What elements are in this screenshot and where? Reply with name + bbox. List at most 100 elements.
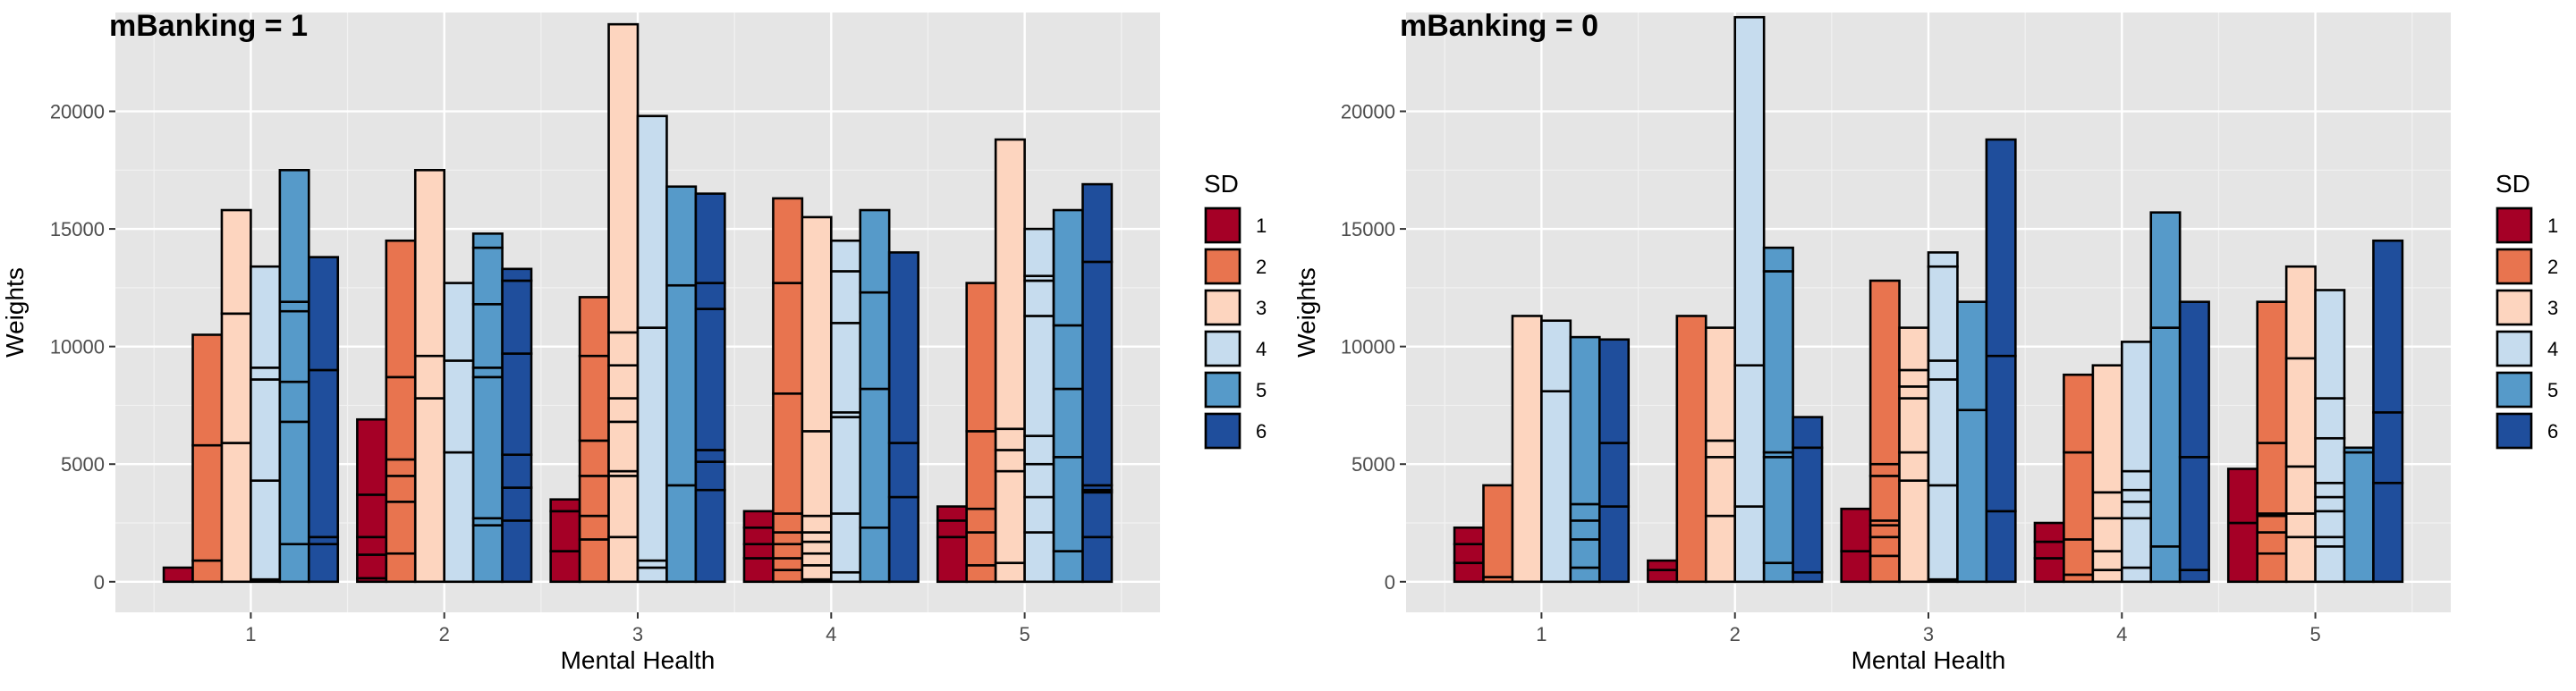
bar-segment — [801, 531, 833, 544]
bar-segment — [1733, 364, 1766, 508]
bar-segment — [636, 114, 668, 329]
bar-segment — [1762, 246, 1794, 273]
bar-segment — [607, 420, 640, 473]
bar-segment — [2256, 442, 2288, 515]
bar-segment — [471, 302, 504, 369]
bar-segment — [1540, 390, 1572, 584]
bar-segment — [307, 256, 340, 372]
y-tick-label: 20000 — [1341, 101, 1395, 123]
bar-segment — [1792, 570, 1824, 584]
bar-segment — [1081, 491, 1114, 539]
bar-segment — [607, 22, 640, 334]
bar-segment — [443, 451, 475, 584]
legend-swatch — [1204, 330, 1241, 367]
bar-segment — [578, 354, 610, 442]
bar-segment — [191, 333, 224, 447]
x-tick-label: 2 — [1730, 623, 1741, 645]
bar-segment — [694, 308, 726, 451]
legend-label: 3 — [2547, 297, 2558, 319]
bar-segment — [501, 352, 533, 456]
bar-segment — [1733, 15, 1766, 367]
bar-segment — [413, 397, 446, 584]
bar-segment — [965, 507, 997, 534]
bar-segment — [772, 282, 804, 395]
bar-segment — [829, 512, 862, 574]
bar-segment — [549, 510, 581, 552]
bar-segment — [1868, 524, 1901, 539]
bar-segment — [2063, 373, 2095, 454]
bar-segment — [2256, 552, 2288, 584]
bar-segment — [1569, 519, 1601, 541]
bar-segment — [191, 443, 224, 562]
bar-segment — [250, 378, 282, 482]
bar-segment — [1081, 535, 1114, 584]
bar-segment — [2149, 211, 2182, 329]
legend-label: 1 — [2547, 215, 2558, 237]
bar-segment — [965, 531, 997, 567]
bar-segment — [1023, 227, 1055, 278]
bar-segment — [1792, 446, 1824, 574]
bar-segment — [1569, 335, 1601, 506]
x-tick-label: 5 — [2309, 623, 2320, 645]
bar-segment — [742, 543, 775, 560]
bar-segment — [385, 552, 417, 584]
bar-segment — [385, 501, 417, 555]
bar-segment — [1985, 354, 2017, 513]
legend-label: 1 — [1256, 215, 1267, 237]
bar-segment — [2284, 512, 2317, 539]
bar-segment — [2091, 569, 2123, 584]
bar-segment — [250, 367, 282, 381]
bar-segment — [2120, 566, 2153, 584]
legend-swatch — [1204, 289, 1241, 326]
bar-segment — [2226, 468, 2259, 525]
bar-segment — [2178, 569, 2210, 584]
x-tick-label: 4 — [2116, 623, 2127, 645]
bar-segment — [2343, 451, 2375, 584]
bar-segment — [772, 392, 804, 515]
bar-segment — [471, 524, 504, 584]
legend-swatch — [1204, 412, 1241, 450]
y-tick-label: 5000 — [1352, 453, 1395, 476]
legend: SD 1 2 3 4 5 6 — [2496, 170, 2558, 450]
bar-segment — [1052, 324, 1084, 391]
legend-label: 3 — [1256, 297, 1267, 319]
bar-segment — [278, 380, 310, 424]
bar-segment — [936, 535, 969, 584]
bar-segment — [2091, 491, 2123, 520]
bar-segment — [1840, 507, 1872, 552]
bar-segment — [965, 430, 997, 510]
bar-segment — [1647, 559, 1679, 571]
bar-segment — [772, 557, 804, 571]
bar-segment — [1898, 385, 1930, 400]
bar-segment — [162, 566, 194, 584]
bar-segment — [278, 300, 310, 313]
bar-segment — [607, 475, 640, 539]
bar-segment — [887, 442, 919, 499]
bar-segment — [1792, 416, 1824, 450]
bar-segment — [1704, 326, 1737, 442]
bar-segment — [1023, 531, 1055, 584]
bar-segment — [2063, 451, 2095, 541]
bar-segment — [1023, 434, 1055, 466]
chart-title: mBanking = 1 — [109, 9, 308, 43]
bar-segment — [1597, 338, 1631, 444]
x-axis-label: Mental Health — [561, 646, 716, 674]
bar-segment — [385, 239, 417, 379]
bar-segment — [250, 479, 282, 581]
bar-segment — [278, 420, 310, 545]
bar-segment — [2314, 510, 2346, 539]
bar-segment — [2372, 481, 2404, 584]
bar-segment — [2063, 538, 2095, 577]
bar-segment — [1868, 535, 1901, 558]
bar-segment — [859, 208, 891, 294]
bar-segment — [1647, 569, 1679, 584]
bar-segment — [1569, 538, 1601, 569]
bar-segment — [1540, 319, 1572, 392]
bar-segment — [936, 505, 969, 522]
bar-segment — [801, 514, 833, 534]
bar-segment — [936, 519, 969, 539]
bar-segment — [307, 543, 340, 584]
bar-segment — [1023, 462, 1055, 499]
bar-segment — [2284, 465, 2317, 515]
